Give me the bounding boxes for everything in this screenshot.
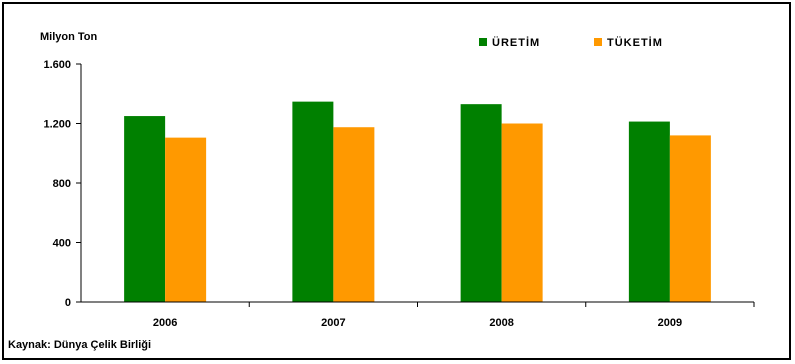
y-tick-label: 1.600 [43, 59, 71, 71]
legend-label-tuketim: TÜKETİM [607, 36, 663, 49]
bar-uretim-2007 [292, 101, 334, 302]
bar-uretim-2009 [628, 121, 670, 302]
x-tick-label: 2009 [658, 317, 682, 329]
legend-swatch-uretim [479, 38, 487, 46]
y-tick-label: 800 [53, 178, 71, 190]
bars [124, 101, 711, 302]
bar-uretim-2008 [460, 104, 502, 302]
y-tick-label: 1.200 [43, 119, 71, 131]
legend-label-uretim: ÜRETİM [492, 36, 540, 49]
x-tick-label: 2008 [489, 317, 513, 329]
legend-swatch-tuketim [594, 38, 602, 46]
x-tick-label: 2006 [153, 317, 177, 329]
bar-uretim-2006 [124, 116, 166, 302]
y-tick-label: 400 [53, 238, 71, 250]
bar-tuketim-2007 [333, 127, 375, 302]
y-axis-unit-label: Milyon Ton [40, 31, 98, 43]
bar-tuketim-2008 [501, 123, 543, 302]
bar-tuketim-2009 [669, 135, 711, 302]
y-axis-ticks: 0 400 800 1.200 1.600 [43, 59, 81, 309]
source-note: Kaynak: Dünya Çelik Birliği [8, 339, 151, 351]
legend: ÜRETİM TÜKETİM [479, 36, 663, 49]
bar-tuketim-2006 [165, 137, 207, 302]
x-tick-label: 2007 [321, 317, 345, 329]
y-tick-label: 0 [65, 297, 71, 309]
bar-chart: Milyon Ton ÜRETİM TÜKETİM 0 400 800 1.200 1.… [8, 31, 755, 351]
chart-frame: Milyon Ton ÜRETİM TÜKETİM 0 400 800 1.200 1.… [2, 2, 791, 360]
x-axis-ticks: 2006 2007 2008 2009 [153, 302, 755, 329]
